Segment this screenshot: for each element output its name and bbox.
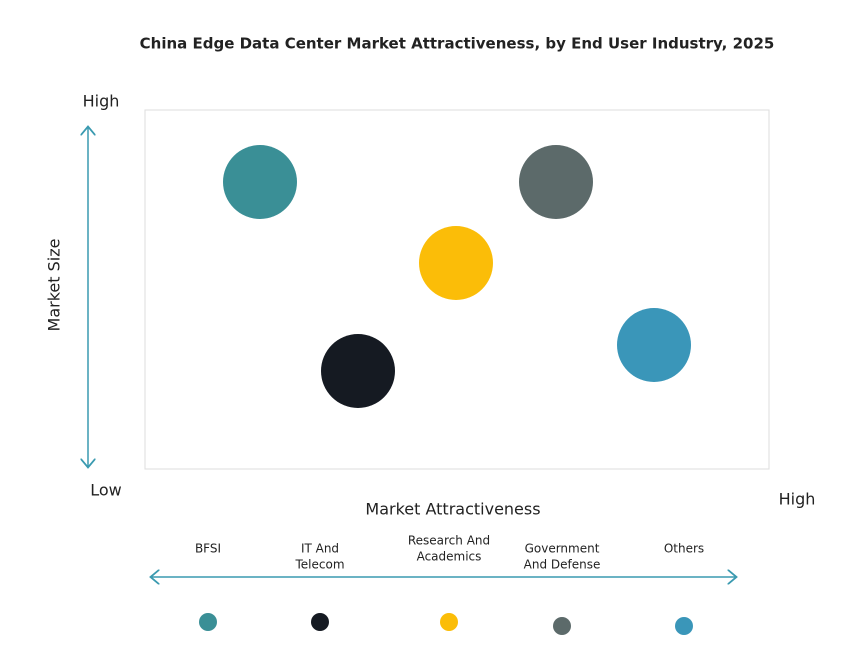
y-axis-label: Market Size (45, 239, 64, 332)
bubble (419, 226, 493, 300)
legend-dot (675, 617, 693, 635)
y-high-label: High (83, 92, 120, 111)
legend-dot (311, 613, 329, 631)
legend-label: Research And (408, 534, 490, 548)
legend-label: IT And (301, 542, 339, 556)
legend-label: Academics (417, 550, 482, 564)
x-high-label: High (779, 490, 816, 509)
bubble (223, 145, 297, 219)
legend-label: Others (664, 542, 704, 556)
legend-label: Government (525, 542, 600, 556)
legend-label: And Defense (524, 558, 601, 572)
legend-label: Telecom (294, 558, 344, 572)
legend-dot (199, 613, 217, 631)
legend-dot (440, 613, 458, 631)
bubble (321, 334, 395, 408)
x-axis-label: Market Attractiveness (365, 500, 540, 519)
legend-label: BFSI (195, 542, 221, 556)
y-low-label: Low (90, 481, 122, 500)
plot-area (144, 109, 770, 470)
bubble (519, 145, 593, 219)
chart-title: China Edge Data Center Market Attractive… (140, 35, 775, 53)
bubble (617, 308, 691, 382)
legend-dot (553, 617, 571, 635)
